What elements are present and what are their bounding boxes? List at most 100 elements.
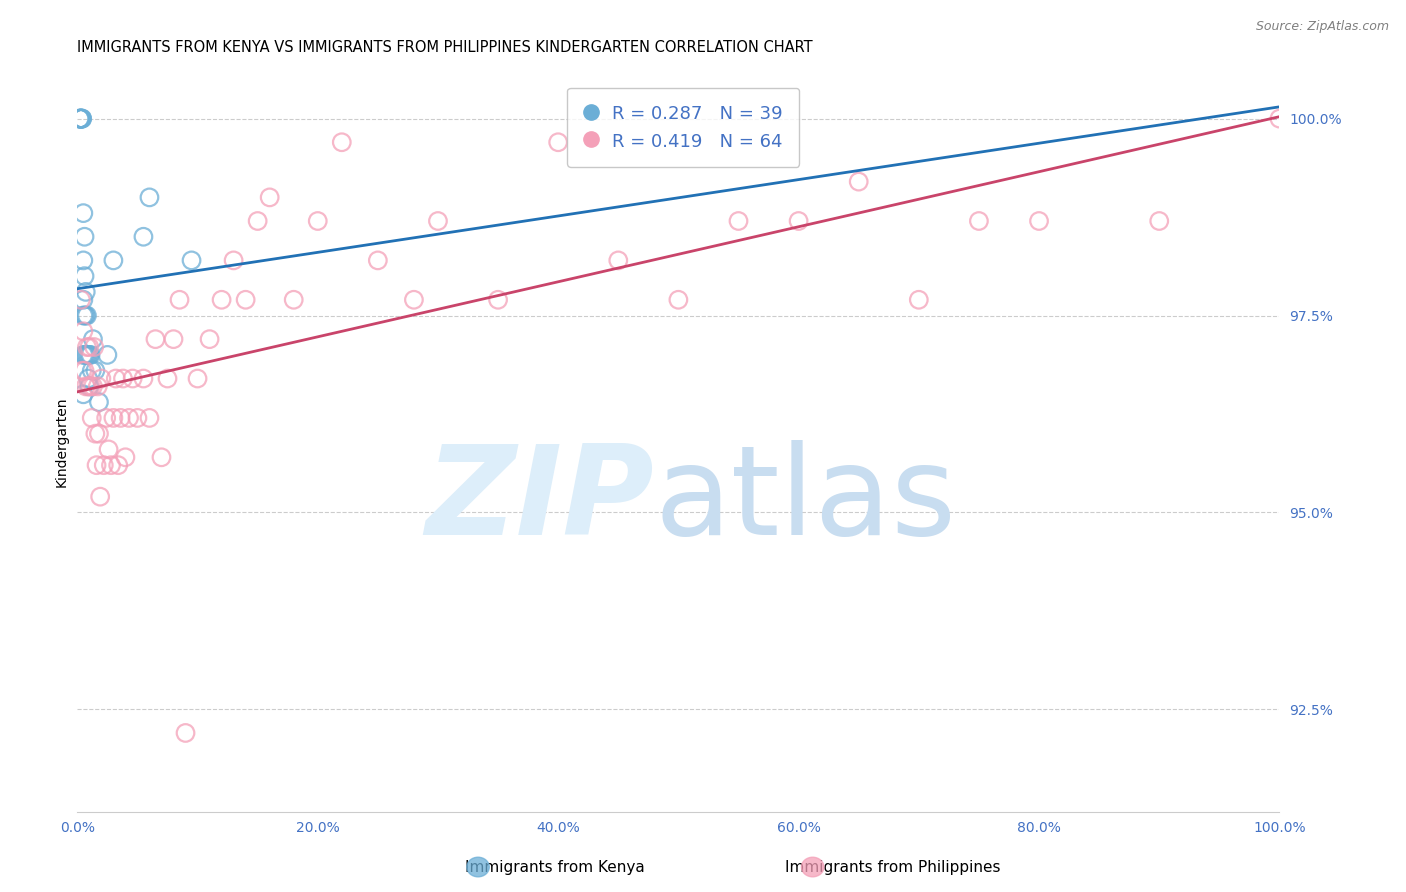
Legend: R = 0.287   N = 39, R = 0.419   N = 64: R = 0.287 N = 39, R = 0.419 N = 64	[567, 87, 799, 167]
Point	[70, 112, 93, 126]
Point	[86, 458, 108, 472]
Point	[75, 309, 97, 323]
Point	[486, 293, 509, 307]
Point	[76, 348, 98, 362]
Point	[96, 348, 118, 362]
Point	[103, 411, 125, 425]
Point	[73, 364, 96, 378]
Point	[138, 190, 160, 204]
Point	[75, 348, 97, 362]
Point	[73, 269, 96, 284]
Point	[73, 309, 96, 323]
Point	[97, 442, 120, 457]
Point	[132, 371, 155, 385]
Text: Immigrants from Philippines: Immigrants from Philippines	[785, 860, 1001, 874]
Point	[1268, 112, 1291, 126]
Point	[307, 214, 329, 228]
Point	[72, 253, 94, 268]
Point	[967, 214, 990, 228]
Point	[70, 112, 93, 126]
Point	[127, 411, 149, 425]
Point	[222, 253, 245, 268]
Point	[89, 490, 111, 504]
Point	[70, 112, 93, 126]
Point	[73, 348, 96, 362]
Point	[72, 348, 94, 362]
Point	[330, 135, 353, 149]
Point	[77, 348, 100, 362]
Point	[79, 379, 101, 393]
Point	[75, 285, 97, 299]
Text: IMMIGRANTS FROM KENYA VS IMMIGRANTS FROM PHILIPPINES KINDERGARTEN CORRELATION CH: IMMIGRANTS FROM KENYA VS IMMIGRANTS FROM…	[77, 40, 813, 55]
Point	[79, 348, 101, 362]
Point	[186, 371, 209, 385]
Point	[246, 214, 269, 228]
Point	[156, 371, 179, 385]
Point	[114, 450, 136, 465]
Point	[70, 364, 93, 378]
Point	[668, 293, 690, 307]
Point	[427, 214, 450, 228]
Text: Source: ZipAtlas.com: Source: ZipAtlas.com	[1256, 20, 1389, 33]
Point	[1149, 214, 1171, 228]
Point	[82, 332, 104, 346]
Point	[118, 411, 141, 425]
Point	[77, 371, 100, 385]
Point	[84, 426, 107, 441]
Point	[121, 371, 143, 385]
Point	[70, 293, 93, 307]
Point	[69, 112, 91, 126]
Point	[283, 293, 305, 307]
Point	[80, 411, 103, 425]
Point	[76, 309, 98, 323]
Point	[402, 293, 425, 307]
Text: atlas: atlas	[654, 441, 956, 561]
Point	[80, 364, 103, 378]
Point	[145, 332, 167, 346]
Point	[72, 206, 94, 220]
Point	[70, 112, 93, 126]
Point	[138, 411, 160, 425]
Point	[69, 112, 91, 126]
Point	[72, 309, 94, 323]
Point	[787, 214, 810, 228]
Point	[87, 379, 110, 393]
Point	[75, 379, 97, 393]
Point	[607, 253, 630, 268]
Point	[162, 332, 184, 346]
Point	[77, 379, 100, 393]
Point	[169, 293, 191, 307]
Point	[235, 293, 257, 307]
Point	[79, 348, 101, 362]
Point	[198, 332, 221, 346]
Point	[82, 379, 104, 393]
Point	[73, 229, 96, 244]
Point	[174, 726, 197, 740]
Point	[93, 458, 115, 472]
Point	[83, 340, 105, 354]
Point	[79, 379, 101, 393]
Point	[259, 190, 281, 204]
Point	[96, 411, 118, 425]
Point	[103, 253, 125, 268]
Point	[111, 371, 134, 385]
Point	[76, 340, 98, 354]
Y-axis label: Kindergarten: Kindergarten	[55, 396, 69, 487]
Text: ZIP: ZIP	[426, 441, 654, 561]
Point	[110, 411, 132, 425]
Point	[87, 426, 110, 441]
Point	[90, 371, 112, 385]
Point	[70, 112, 93, 126]
Point	[1028, 214, 1050, 228]
Point	[70, 112, 93, 126]
Point	[908, 293, 931, 307]
Point	[848, 175, 870, 189]
Point	[211, 293, 233, 307]
Point	[367, 253, 389, 268]
Point	[547, 135, 569, 149]
Point	[100, 458, 122, 472]
Point	[79, 340, 101, 354]
Point	[727, 214, 749, 228]
Point	[104, 371, 127, 385]
Point	[150, 450, 173, 465]
